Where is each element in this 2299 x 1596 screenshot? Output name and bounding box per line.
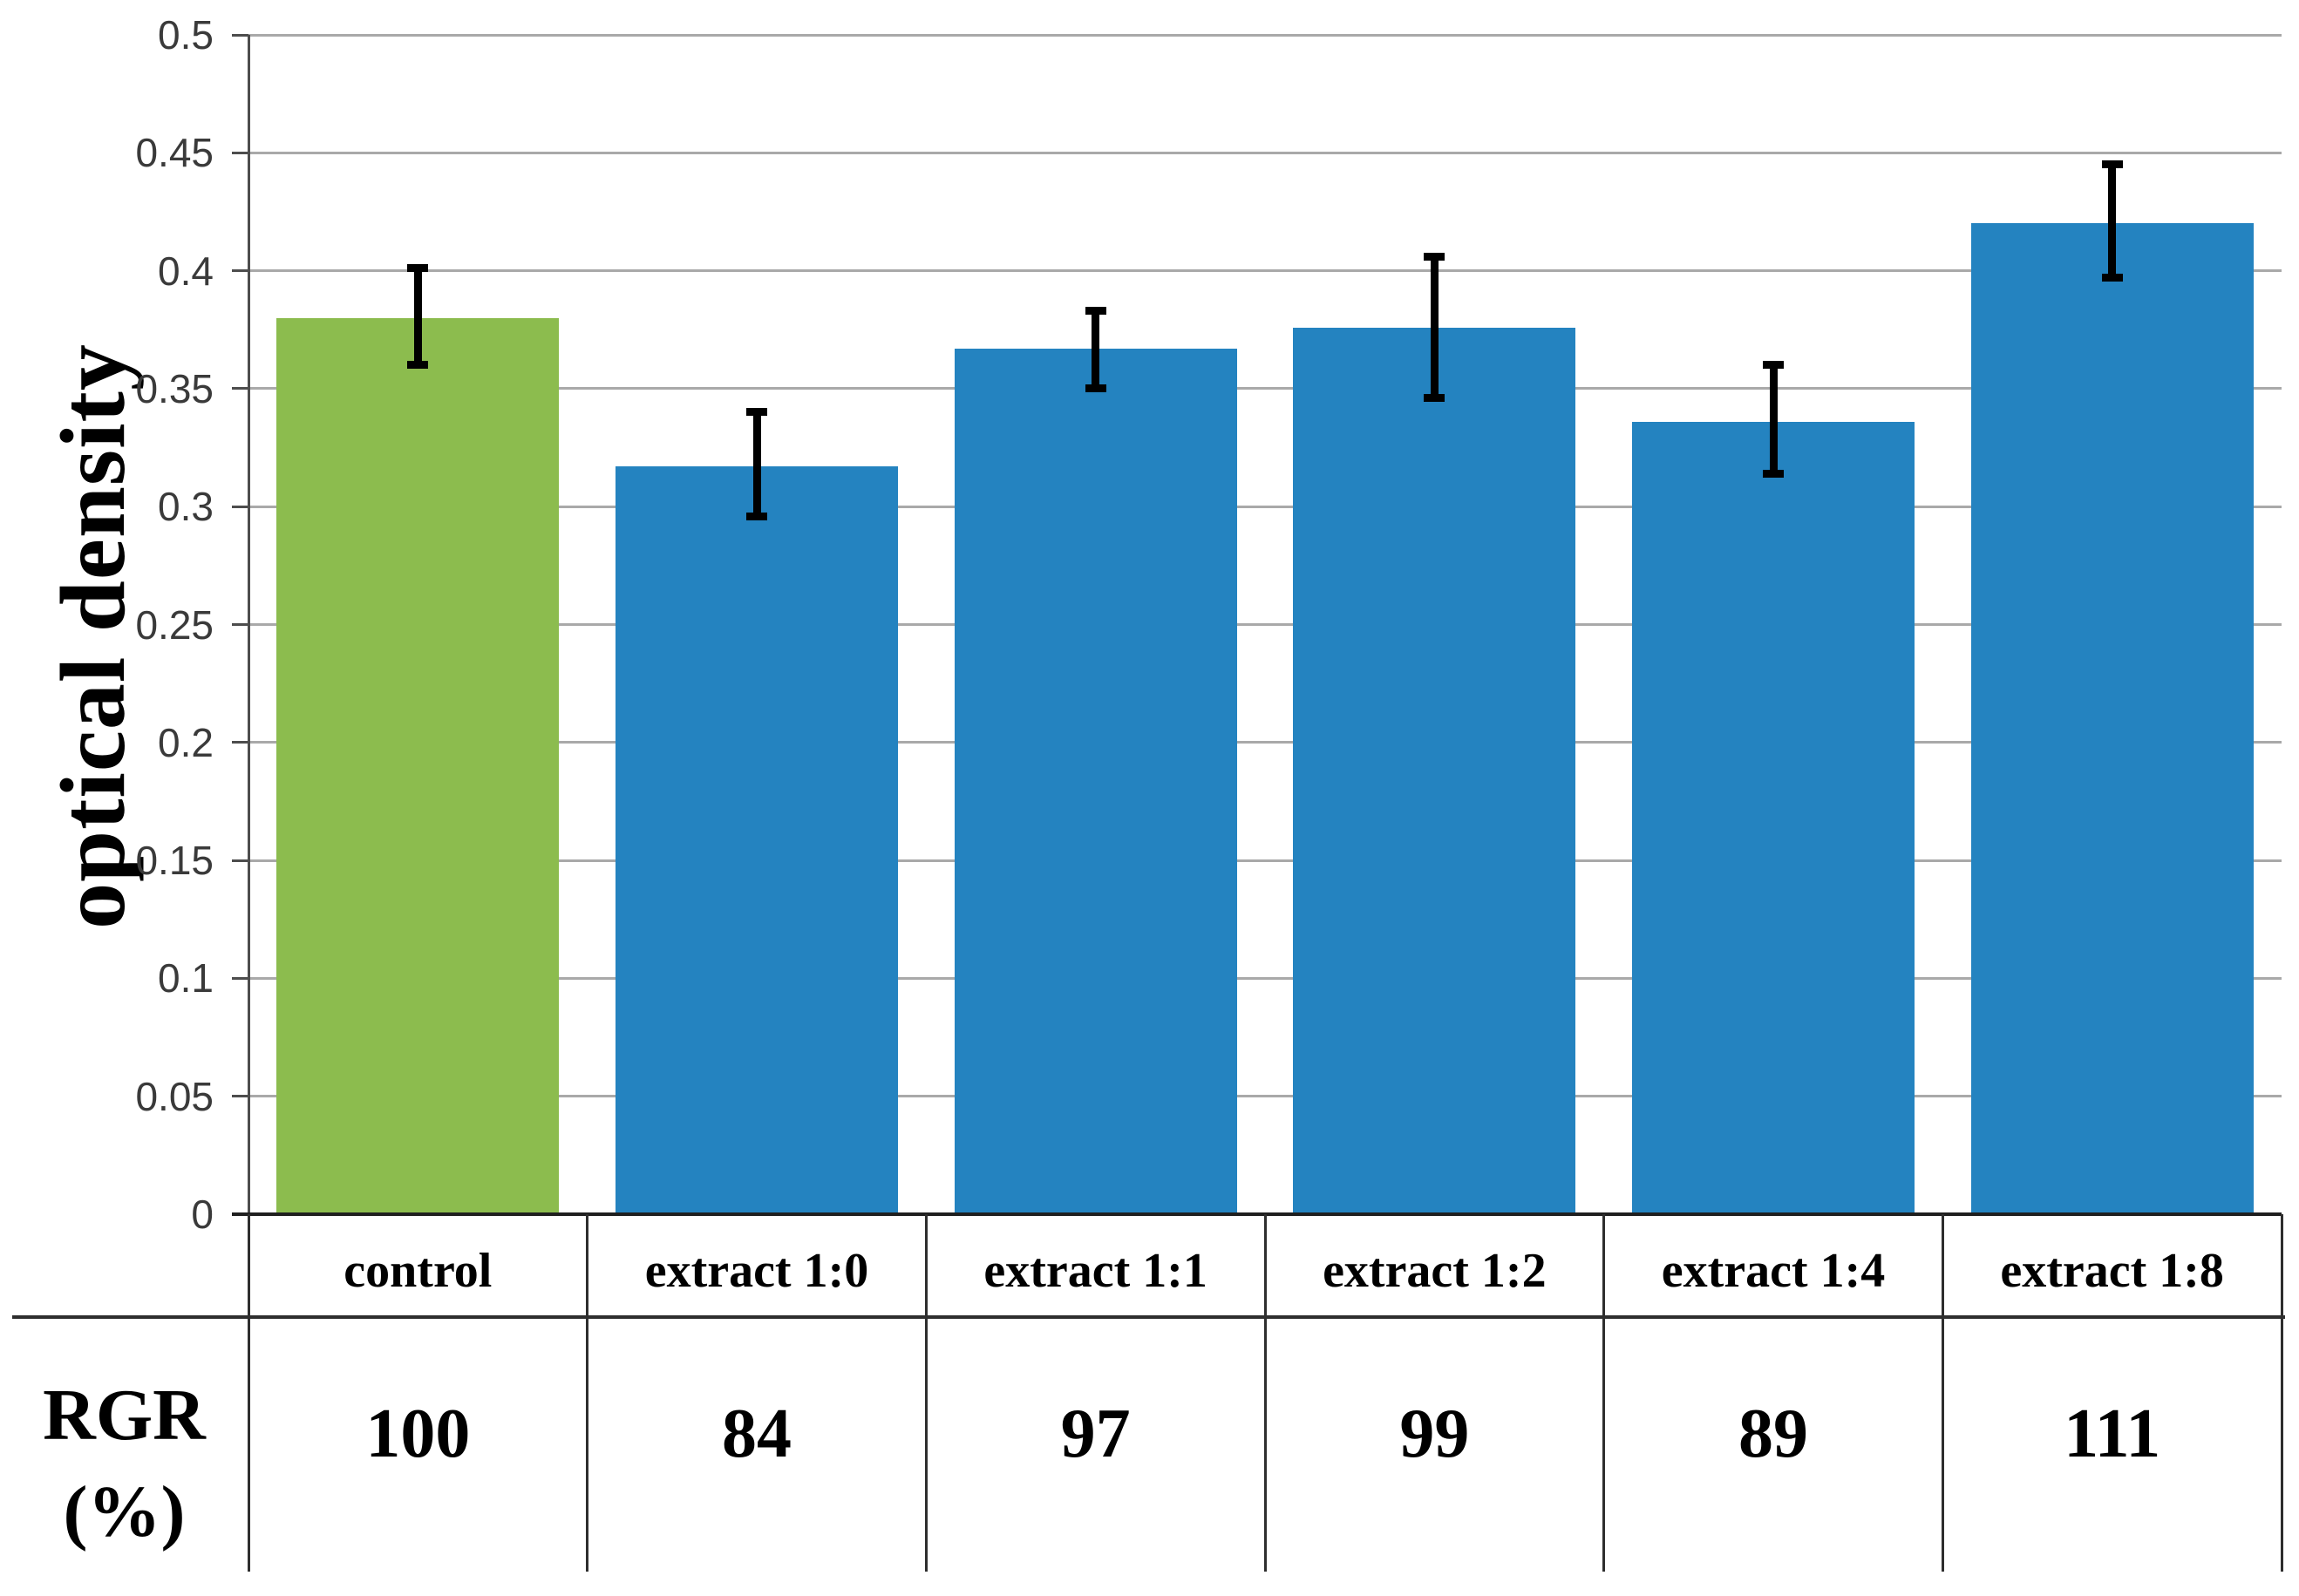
category-label: extract 1:0: [644, 1244, 869, 1298]
y-gridline: [248, 269, 2282, 273]
error-bar-cap-top: [1424, 252, 1445, 261]
error-bar-cap-top: [407, 264, 429, 273]
y-tick-label: 0.4: [158, 248, 214, 294]
error-bar-cap-top: [746, 408, 767, 417]
y-gridline: [248, 859, 2282, 862]
error-bar-line: [2108, 164, 2117, 278]
error-bar-line: [1430, 256, 1439, 398]
y-tick-label: 0.15: [135, 838, 214, 884]
y-tick-label: 0.25: [135, 601, 214, 648]
y-tick: [232, 505, 248, 508]
error-bar-line: [1092, 310, 1100, 389]
rgr-header-line1: RGR: [43, 1375, 206, 1457]
error-bar-cap-bottom: [407, 361, 429, 370]
error-bar-cap-bottom: [1085, 384, 1106, 393]
table-column-border: [247, 1214, 250, 1572]
bar-control: [276, 317, 560, 1214]
y-tick: [232, 33, 248, 37]
error-bar-cap-top: [1763, 361, 1784, 370]
bar-extract-1-2: [1293, 327, 1576, 1214]
y-tick: [232, 269, 248, 273]
y-tick: [232, 387, 248, 391]
y-tick-label: 0.1: [158, 955, 214, 1002]
y-tick-label: 0.45: [135, 130, 214, 176]
table-column-border: [1941, 1214, 1944, 1572]
y-gridline: [248, 1095, 2282, 1098]
y-tick: [232, 623, 248, 626]
y-tick-label: 0.5: [158, 12, 214, 58]
rgr-value: 84: [721, 1395, 792, 1472]
bar-extract-1-1: [954, 348, 1237, 1214]
y-tick-label: 0.05: [135, 1073, 214, 1119]
rgr-value: 100: [365, 1395, 471, 1472]
table-column-border: [1263, 1214, 1267, 1572]
rgr-value: 89: [1738, 1395, 1808, 1472]
y-gridline: [248, 976, 2282, 980]
table-row-separator: [12, 1315, 2285, 1319]
y-tick-label: 0: [191, 1192, 214, 1237]
y-gridline: [248, 741, 2282, 744]
category-label: extract 1:2: [1323, 1244, 1547, 1298]
y-tick: [232, 151, 248, 154]
y-tick: [232, 976, 248, 980]
y-tick-label: 0.3: [158, 484, 214, 530]
category-label: extract 1:8: [2000, 1244, 2224, 1298]
y-axis-line: [247, 35, 250, 1214]
x-axis-line: [232, 1212, 2282, 1216]
y-gridline: [248, 623, 2282, 626]
category-label: control: [343, 1244, 493, 1298]
table-column-border: [586, 1214, 589, 1572]
bar-extract-1-8: [1970, 223, 2254, 1214]
y-gridline: [248, 505, 2282, 508]
rgr-table-row-header: RGR (%): [0, 1360, 248, 1569]
error-bar-cap-top: [1085, 307, 1106, 316]
category-label: extract 1:4: [1661, 1244, 1886, 1298]
error-bar-cap-bottom: [2101, 274, 2123, 282]
rgr-header-line2: (%): [63, 1471, 186, 1552]
y-tick: [232, 741, 248, 744]
category-label: extract 1:1: [983, 1244, 1207, 1298]
error-bar-line: [1769, 364, 1778, 474]
y-tick-label: 0.2: [158, 719, 214, 765]
error-bar-cap-top: [2101, 160, 2123, 169]
y-gridline: [248, 33, 2282, 37]
table-column-border: [1602, 1214, 1606, 1572]
y-gridline: [248, 387, 2282, 391]
error-bar-cap-bottom: [746, 512, 767, 520]
table-column-border: [2280, 1214, 2283, 1572]
y-gridline: [248, 151, 2282, 154]
error-bar-cap-bottom: [1763, 469, 1784, 478]
bar-extract-1-4: [1632, 421, 1915, 1214]
y-tick: [232, 859, 248, 862]
error-bar-line: [752, 411, 761, 517]
bar-extract-1-0: [616, 466, 898, 1214]
error-bar-cap-bottom: [1424, 394, 1445, 403]
rgr-value: 99: [1399, 1395, 1470, 1472]
y-tick: [232, 1095, 248, 1098]
rgr-value: 97: [1060, 1395, 1131, 1472]
y-tick-label: 0.35: [135, 365, 214, 411]
error-bar-line: [413, 268, 422, 365]
rgr-value: 111: [2064, 1395, 2161, 1472]
table-column-border: [924, 1214, 928, 1572]
